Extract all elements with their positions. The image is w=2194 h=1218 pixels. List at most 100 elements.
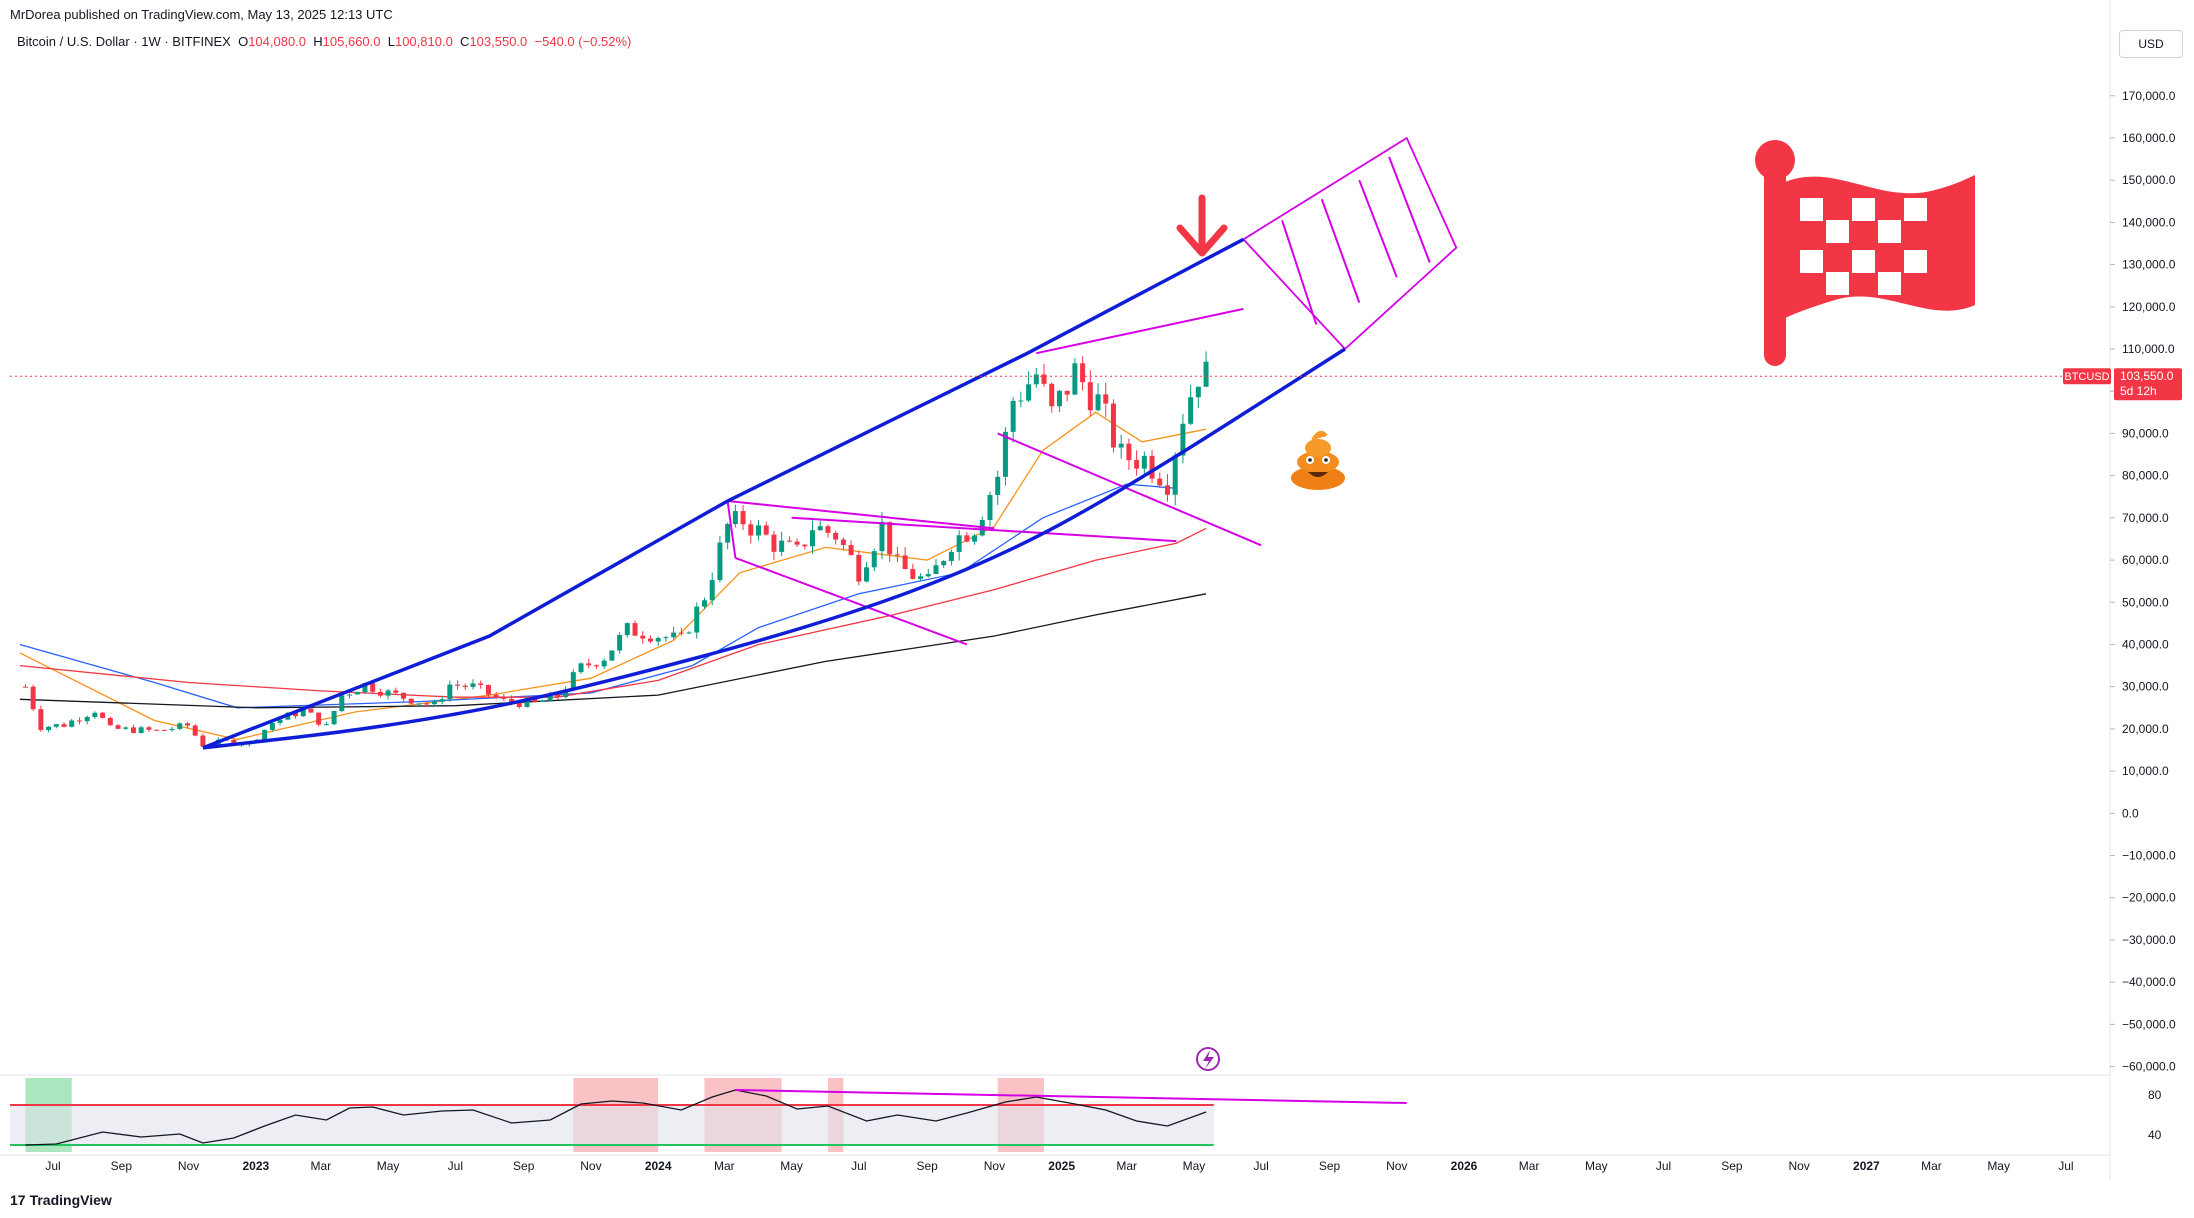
flag-check bbox=[1826, 272, 1849, 295]
candle-body bbox=[1126, 443, 1132, 461]
candle bbox=[632, 620, 638, 636]
candle-body bbox=[323, 724, 329, 726]
candle-body bbox=[732, 511, 738, 525]
x-axis-tick-label: Mar bbox=[714, 1159, 735, 1173]
candle bbox=[393, 687, 399, 694]
y-axis-tick-label: 50,000.0 bbox=[2122, 595, 2169, 609]
flag-check bbox=[1904, 198, 1927, 221]
candle bbox=[501, 694, 507, 701]
candle bbox=[848, 540, 854, 556]
candle bbox=[439, 695, 445, 705]
x-axis-tick-label: Jul bbox=[851, 1159, 866, 1173]
candle bbox=[609, 650, 615, 661]
candle bbox=[1180, 413, 1186, 464]
candle-body bbox=[38, 709, 44, 731]
candle-body bbox=[115, 725, 121, 729]
candle-body bbox=[100, 712, 106, 718]
candle-body bbox=[462, 685, 468, 687]
x-axis-tick-label: Jul bbox=[1656, 1159, 1671, 1173]
change-value: −540.0 (−0.52%) bbox=[534, 34, 632, 49]
flag-resistance-line bbox=[791, 516, 1177, 543]
candle bbox=[84, 715, 90, 725]
poop-mouth bbox=[1308, 472, 1328, 477]
x-axis-tick-label: Jul bbox=[45, 1159, 60, 1173]
candle bbox=[593, 664, 599, 669]
candle bbox=[470, 679, 476, 690]
candle-body bbox=[416, 703, 422, 705]
y-axis-tick-label: 160,000.0 bbox=[2122, 131, 2176, 145]
rsi-line bbox=[25, 1089, 1207, 1146]
candle-body bbox=[331, 711, 337, 725]
x-axis-tick-label: 2026 bbox=[1451, 1159, 1478, 1173]
channel-lower-line bbox=[202, 347, 1346, 750]
y-axis-tick-label: 120,000.0 bbox=[2122, 300, 2176, 314]
candle bbox=[1018, 391, 1024, 408]
rsi-band bbox=[10, 1105, 1214, 1145]
y-axis-tick-label: 10,000.0 bbox=[2122, 764, 2169, 778]
candle bbox=[323, 721, 329, 726]
candle bbox=[377, 688, 383, 698]
candle-body bbox=[601, 660, 607, 667]
candle bbox=[717, 535, 723, 583]
candle-body bbox=[786, 540, 792, 542]
tradingview-logo-icon: 17 bbox=[10, 1192, 26, 1208]
candle-body bbox=[1103, 394, 1109, 404]
candle-body bbox=[424, 703, 430, 705]
candle bbox=[709, 572, 715, 605]
candle bbox=[455, 680, 461, 690]
candle-body bbox=[570, 672, 576, 690]
x-axis-tick-label: Mar bbox=[1921, 1159, 1942, 1173]
currency-button[interactable]: USD bbox=[2119, 30, 2183, 58]
candle-body bbox=[154, 729, 160, 731]
candle-body bbox=[84, 716, 90, 722]
flag-check bbox=[1800, 198, 1823, 221]
candle-body bbox=[910, 569, 916, 579]
candle bbox=[1172, 452, 1178, 506]
flag-edge bbox=[726, 500, 737, 559]
candle bbox=[833, 530, 839, 545]
x-axis-tick-label: Sep bbox=[1319, 1159, 1341, 1173]
candle-body bbox=[547, 693, 553, 701]
flag-check bbox=[1904, 250, 1927, 273]
tradingview-footer[interactable]: 17 TradingView bbox=[10, 1192, 112, 1208]
candle bbox=[1049, 382, 1055, 413]
candle-body bbox=[1010, 400, 1016, 432]
candle-body bbox=[262, 729, 268, 740]
candle bbox=[146, 726, 152, 733]
flag-pole-top bbox=[1755, 140, 1795, 180]
candle bbox=[840, 537, 846, 551]
candle bbox=[995, 470, 1001, 505]
candle bbox=[447, 680, 453, 702]
high-value: 105,660.0 bbox=[322, 34, 381, 49]
candle bbox=[1141, 451, 1147, 477]
candle bbox=[1080, 356, 1086, 391]
candle-body bbox=[918, 576, 924, 579]
candle bbox=[964, 531, 970, 543]
candle bbox=[948, 549, 954, 566]
candle-body bbox=[779, 540, 785, 552]
candle bbox=[810, 520, 816, 554]
candle-body bbox=[354, 692, 360, 695]
candle-body bbox=[701, 600, 707, 607]
poop-tip bbox=[1311, 430, 1328, 442]
candle bbox=[1110, 399, 1116, 453]
candle-body bbox=[593, 665, 599, 667]
candle-body bbox=[956, 535, 962, 552]
candle bbox=[748, 520, 754, 544]
candle bbox=[61, 722, 67, 728]
candle-body bbox=[138, 727, 144, 733]
candle-body bbox=[401, 692, 407, 699]
candle bbox=[1134, 450, 1140, 476]
poop-icon bbox=[1291, 430, 1345, 490]
flag-check bbox=[1878, 220, 1901, 243]
candle-body bbox=[640, 635, 646, 639]
snapshot-icon bbox=[1196, 1047, 1220, 1071]
candle bbox=[763, 521, 769, 536]
x-axis-tick-label: Sep bbox=[513, 1159, 535, 1173]
candle-body bbox=[516, 702, 522, 707]
candle bbox=[154, 729, 160, 731]
candle-body bbox=[231, 739, 237, 746]
candle-body bbox=[840, 539, 846, 546]
candle-body bbox=[1149, 455, 1155, 479]
